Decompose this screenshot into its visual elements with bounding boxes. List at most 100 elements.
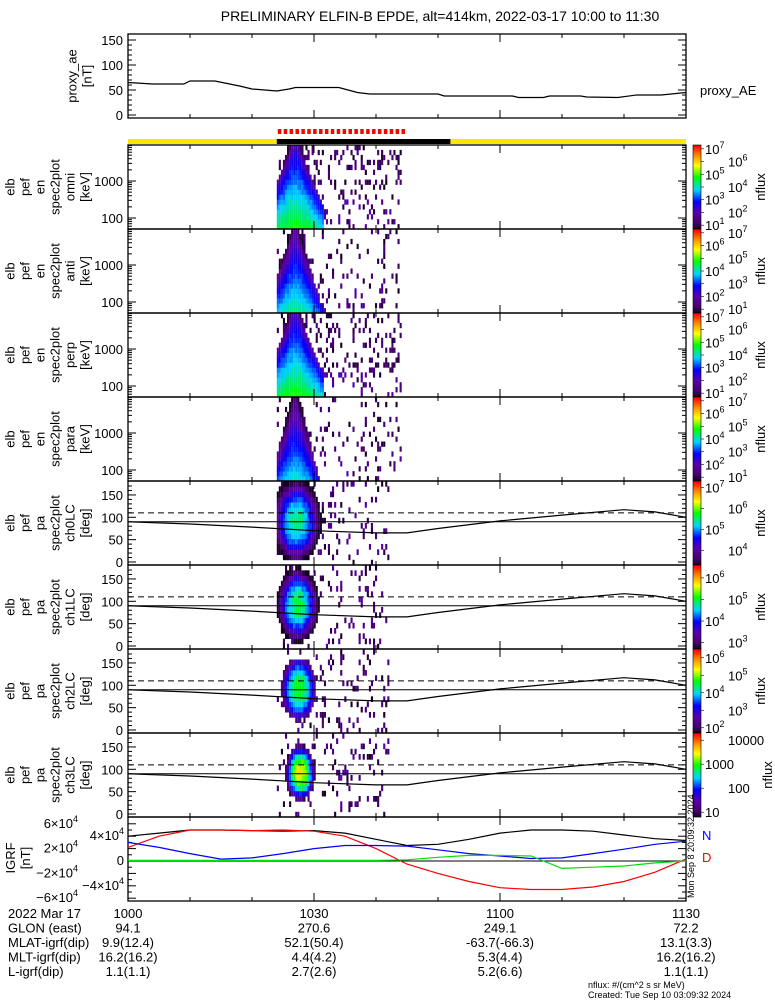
colorbar-tick-label: 106 bbox=[728, 153, 747, 170]
spectrogram-cell bbox=[295, 313, 298, 319]
spectrogram-cell bbox=[289, 263, 292, 269]
loss-cone-line bbox=[127, 593, 687, 618]
spectrogram-cell bbox=[305, 759, 308, 765]
spectrogram-cell bbox=[293, 617, 296, 624]
spectrogram-cell bbox=[299, 712, 302, 718]
colorbar-segment bbox=[693, 707, 701, 709]
colorbar-segment bbox=[693, 675, 701, 677]
colorbar-tick-label: 100 bbox=[728, 781, 750, 796]
colorbar-tick-label-mantissa: 10 bbox=[705, 721, 719, 736]
colorbar-segment bbox=[693, 162, 701, 164]
spectrogram-cell bbox=[391, 154, 394, 161]
igrf-ytick-label: 2×104 bbox=[44, 839, 78, 856]
spectrogram-cell bbox=[295, 764, 298, 771]
spectrogram-cell bbox=[287, 169, 290, 175]
spectrogram-cell bbox=[381, 591, 384, 597]
spectrogram-cell bbox=[307, 691, 310, 697]
spectrogram-cell bbox=[377, 159, 380, 166]
colorbar-segment bbox=[693, 617, 701, 619]
spectrogram-cell bbox=[280, 303, 283, 309]
spectrogram-cell bbox=[364, 481, 367, 487]
spectrogram-cell bbox=[303, 357, 306, 363]
spectrogram-cell bbox=[289, 411, 292, 418]
spectrogram-cell bbox=[373, 372, 376, 378]
spectrogram-cell bbox=[297, 796, 300, 802]
spectrogram-cell bbox=[305, 586, 308, 592]
colorbar-tick-label: 103 bbox=[728, 275, 747, 292]
spectrogram-cell bbox=[291, 633, 294, 639]
spectrogram-cell bbox=[278, 441, 281, 447]
spectrogram-cell bbox=[297, 622, 300, 629]
colorbar-segment bbox=[693, 603, 701, 605]
spectrogram-cell bbox=[305, 554, 308, 561]
spectrogram-cell bbox=[280, 347, 283, 353]
spectrogram-cell bbox=[301, 416, 304, 423]
spectrogram-cell bbox=[399, 382, 402, 388]
colorbar-label: nflux bbox=[753, 509, 768, 537]
spectrogram-cell bbox=[285, 502, 288, 508]
spectrogram-cell bbox=[338, 722, 341, 729]
spectrogram-cell bbox=[293, 596, 296, 603]
colorbar-tick-label-exponent: 6 bbox=[742, 321, 747, 331]
colorbar-segment bbox=[693, 438, 701, 440]
spectrogram-cell bbox=[307, 790, 310, 797]
spectrogram-cell bbox=[309, 204, 312, 210]
spectrogram-cell bbox=[301, 586, 304, 592]
spectrogram-cell bbox=[319, 406, 322, 413]
spectrogram-cell bbox=[332, 273, 335, 279]
spectrogram-cell bbox=[350, 238, 353, 245]
spectrogram-cell bbox=[377, 352, 380, 358]
spectrogram-cell bbox=[295, 712, 298, 718]
spectrogram-cell bbox=[356, 701, 359, 708]
spectrogram-cell bbox=[301, 199, 304, 205]
colorbar-segment bbox=[693, 393, 701, 395]
spectrogram-cell bbox=[293, 283, 296, 289]
spectrogram-cell bbox=[289, 512, 292, 519]
spectrogram-cell bbox=[278, 471, 281, 477]
spectrogram-cell bbox=[307, 337, 310, 343]
spectrogram-cell bbox=[291, 411, 294, 418]
spectrogram-cell bbox=[309, 754, 312, 760]
spectrogram-cell bbox=[356, 273, 359, 279]
spectrogram-cell bbox=[346, 298, 349, 304]
spectrogram-cell bbox=[295, 538, 298, 545]
spectrogram-cell bbox=[293, 224, 296, 230]
colorbar-tick-label-exponent: 2 bbox=[742, 371, 747, 381]
spectrogram-cell bbox=[393, 327, 396, 334]
spectrogram-cell bbox=[287, 411, 290, 418]
spectrogram-cell bbox=[282, 607, 285, 613]
spectrogram-cell bbox=[276, 367, 279, 373]
spectrogram-cell bbox=[315, 533, 318, 540]
colorbar-segment bbox=[693, 239, 701, 241]
colorbar-segment bbox=[693, 553, 701, 555]
colorbar-segment bbox=[693, 536, 701, 538]
spectrogram-cell bbox=[362, 633, 365, 639]
spectrogram-cell bbox=[276, 204, 279, 210]
spectrogram-cell bbox=[311, 189, 314, 195]
spectrogram-cell bbox=[364, 194, 367, 200]
colorbar-segment bbox=[693, 815, 701, 817]
spectrogram-cell bbox=[313, 481, 316, 487]
spectrogram-cell bbox=[301, 496, 304, 503]
spectrogram-cell bbox=[299, 441, 302, 447]
spectrogram-cell bbox=[368, 685, 371, 692]
spectrogram-cell bbox=[301, 549, 304, 555]
spectrogram-cell bbox=[377, 759, 380, 765]
spectrogram-cell bbox=[344, 696, 347, 702]
colorbar-segment bbox=[693, 316, 701, 318]
spectrogram-cell bbox=[297, 288, 300, 294]
proxy-ae-ytick-label: 50 bbox=[109, 83, 123, 98]
spectrogram-cell bbox=[315, 367, 318, 373]
spectrogram-cell bbox=[327, 164, 330, 171]
spec-panel-ylabel-line: spec2plot bbox=[48, 663, 63, 719]
colorbar-segment bbox=[693, 513, 701, 515]
spectrogram-cell bbox=[313, 591, 316, 597]
spectrogram-cell bbox=[377, 486, 380, 492]
spectrogram-cell bbox=[315, 401, 318, 408]
spectrogram-cell bbox=[285, 224, 288, 230]
colorbar-segment bbox=[693, 790, 701, 792]
colorbar-segment bbox=[693, 792, 701, 794]
spectrogram-cell bbox=[293, 273, 296, 279]
spectrogram-cell bbox=[278, 523, 281, 529]
colorbar-segment bbox=[693, 777, 701, 779]
